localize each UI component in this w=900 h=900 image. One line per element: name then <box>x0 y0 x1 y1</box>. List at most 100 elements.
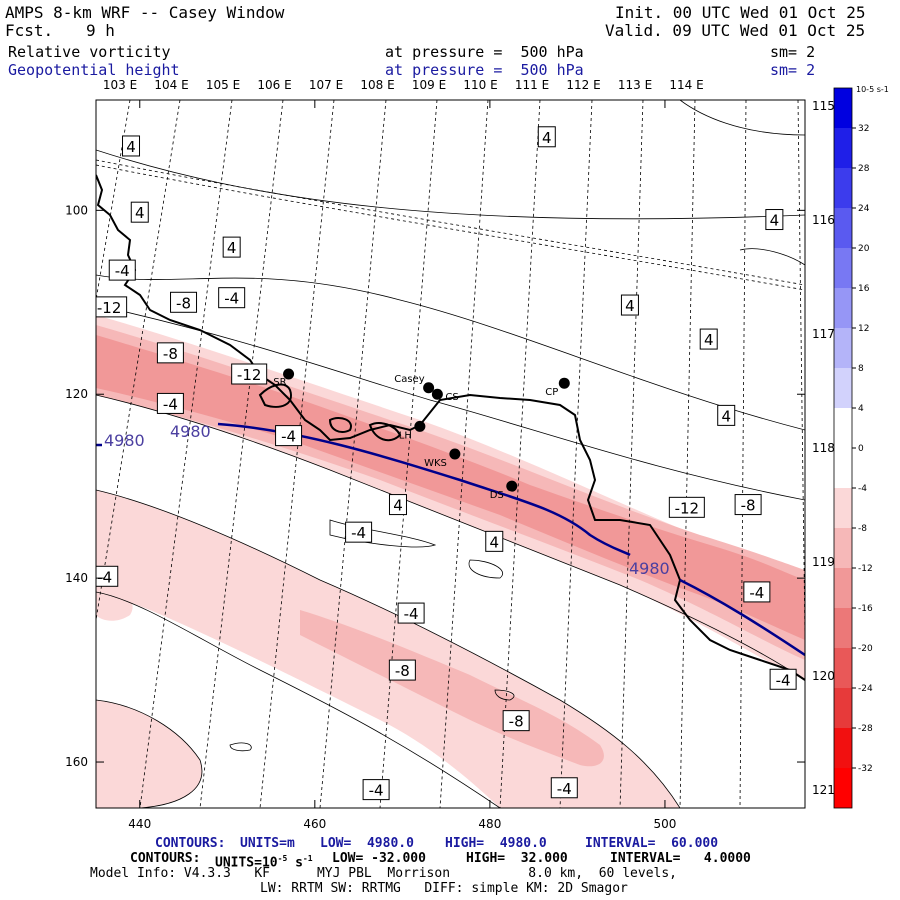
vorticity-label-box <box>550 777 578 799</box>
vorticity-label: -4 <box>397 602 425 624</box>
colorbar-swatch <box>834 248 852 288</box>
lon-label: 106 E <box>257 78 291 92</box>
vorticity-label-text: -4 <box>163 395 178 413</box>
vorticity-label: 4 <box>222 236 241 258</box>
init-time: Init. 00 UTC Wed 01 Oct 25 <box>615 3 866 22</box>
footer-model-info-2: LW: RRTM SW: RRTMG DIFF: simple KM: 2D S… <box>260 881 628 896</box>
vorticity-label-box <box>620 294 639 316</box>
lon-label: 109 E <box>412 78 446 92</box>
vorticity-label: -4 <box>275 425 303 447</box>
field2-pressure: at pressure = 500 hPa <box>385 61 584 79</box>
vorticity-label: -4 <box>96 565 119 587</box>
vorticity-label-box <box>699 328 718 350</box>
lon-label: 108 E <box>360 78 394 92</box>
vorticity-label-text: -4 <box>351 524 366 542</box>
vorticity-label: -8 <box>734 494 762 516</box>
footer-vort-prefix: CONTOURS: <box>130 851 201 866</box>
height-contour-4980-segment-1 <box>217 422 631 557</box>
colorbar-swatch <box>834 688 852 728</box>
colorbar-swatch <box>834 488 852 528</box>
vorticity-label-box <box>734 494 762 516</box>
vorticity-label-group: 4 4 4 4 4 -4 -4 -12 -8 4 4 -8 -12 4 -4 -4 -4 4 4 -12 -8 -4 -4 -… <box>96 126 836 801</box>
vorticity-label-text: -4 <box>369 782 384 800</box>
vorticity-label: 4 <box>485 530 504 552</box>
vorticity-label-text: 4 <box>704 331 714 349</box>
vorticity-label-text: 4 <box>126 138 136 156</box>
colorbar-tick-label: 12 <box>858 324 869 334</box>
vorticity-label: -4 <box>362 779 390 801</box>
vorticity-label-box <box>765 209 784 231</box>
vorticity-label: -4 <box>218 287 246 309</box>
lon-label: 107 E <box>309 78 343 92</box>
vorticity-label-text: -8 <box>395 662 410 680</box>
colorbar-tick-label: -8 <box>858 524 867 534</box>
lon-label: 103 E <box>103 78 137 92</box>
vorticity-label-text: -4 <box>749 584 764 602</box>
vorticity-label-box <box>222 236 241 258</box>
colorbar-tick-label: -28 <box>858 724 873 734</box>
vorticity-label-text: -4 <box>97 568 112 586</box>
station-label: Casey <box>394 374 424 385</box>
colorbar-swatch <box>834 88 852 128</box>
lon-label: 114 E <box>669 78 703 92</box>
lon-label: 105 E <box>206 78 240 92</box>
vorticity-label-text: -4 <box>115 262 130 280</box>
vorticity-label-text: -8 <box>815 616 830 634</box>
colorbar-tick-label: -12 <box>858 564 873 574</box>
vorticity-label-text: 4 <box>227 239 237 257</box>
vorticity-label-box <box>502 710 530 732</box>
footer-height-prefix: CONTOURS: <box>155 836 226 851</box>
colorbar-tick-label: 8 <box>858 364 864 374</box>
vorticity-label: -8 <box>156 342 184 364</box>
height-contour-4980-segment-2 <box>679 578 805 657</box>
vorticity-label-text: 4 <box>542 129 552 147</box>
lon-label: 113 E <box>618 78 652 92</box>
vorticity-label: 4 <box>765 209 784 231</box>
vorticity-label-box <box>96 296 128 318</box>
y-tick-label: 160 <box>65 755 88 769</box>
colorbar-swatch <box>834 568 852 608</box>
vorticity-label-box <box>130 201 149 223</box>
vorticity-label: 4 <box>388 494 407 516</box>
forecast-value: 9 h <box>86 21 115 40</box>
vorticity-label-text: 4 <box>135 204 145 222</box>
colorbar-tick-label: 16 <box>858 284 870 294</box>
vorticity-label: -12 <box>668 496 705 518</box>
colorbar-swatch <box>834 408 852 448</box>
vorticity-label-text: -4 <box>404 605 419 623</box>
field1-smoothing: sm= 2 <box>770 43 816 61</box>
vorticity-label-box <box>388 659 416 681</box>
colorbar-tick-label: -24 <box>858 684 873 694</box>
footer-vort-low: LOW= -32.000 <box>332 851 426 866</box>
vorticity-label-box <box>668 496 705 518</box>
colorbar-swatch <box>834 448 852 488</box>
colorbar-swatch <box>834 208 852 248</box>
station-marker <box>558 377 570 389</box>
vorticity-label-box <box>743 581 771 603</box>
vorticity-label-box <box>397 602 425 624</box>
plot-frame <box>95 99 806 809</box>
vorticity-label-box <box>769 668 797 690</box>
coastline <box>96 174 805 681</box>
vorticity-label: -4 <box>108 259 136 281</box>
station-label: DS <box>490 490 504 501</box>
vorticity-label: -4 <box>550 777 578 799</box>
vorticity-label-text: -8 <box>163 345 178 363</box>
station-marker <box>449 448 461 460</box>
vorticity-label: -4 <box>345 521 373 543</box>
height-label-left2: 4980 <box>170 422 211 441</box>
colorbar-tick-label: 28 <box>858 164 870 174</box>
station-marker <box>423 382 435 394</box>
colorbar-tick-label: -32 <box>858 764 873 774</box>
vorticity-label-box <box>122 135 141 157</box>
vorticity-label-box <box>362 779 390 801</box>
forecast-label: Fcst. <box>5 21 54 40</box>
station-label: SR <box>273 377 286 388</box>
y-tick-label: 140 <box>65 571 88 585</box>
vorticity-label-text: -4 <box>224 290 239 308</box>
footer-height-high: HIGH= 4980.0 <box>445 836 547 851</box>
vorticity-label-box <box>156 392 184 414</box>
vorticity-label-box <box>810 614 836 634</box>
vorticity-label-text: -12 <box>237 366 262 384</box>
